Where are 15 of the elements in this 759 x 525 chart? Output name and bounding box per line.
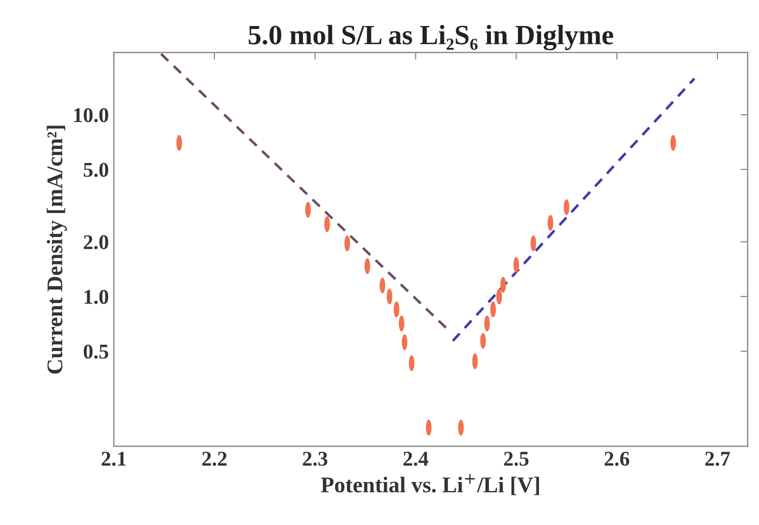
x-tick-label: 2.4 [404, 452, 428, 466]
y-tick-label: 0.5 [84, 344, 108, 359]
y-axis-title: Current Density [mA/cm²] [46, 126, 67, 374]
x-tick-label: 2.3 [302, 452, 328, 466]
x-tick-label: 2.5 [504, 452, 528, 466]
x-axis-title: Potential vs. Li$^{+}$/Li [V] [321, 474, 539, 496]
x-tick-label: 2.2 [202, 452, 227, 466]
y-tick-label: 5.0 [84, 162, 108, 177]
chart-title: 5.0 mol S/L as Li₂S₆ in Diglyme [248, 24, 614, 50]
y-tick-label: 1.0 [84, 290, 108, 304]
x-tick-label: 2.7 [705, 452, 730, 466]
x-tick-label: 2.6 [604, 452, 630, 466]
x-tick-label: 2.1 [102, 452, 126, 466]
y-tick-label: 2.0 [84, 235, 108, 250]
y-tick-label: 10.0 [74, 108, 108, 122]
